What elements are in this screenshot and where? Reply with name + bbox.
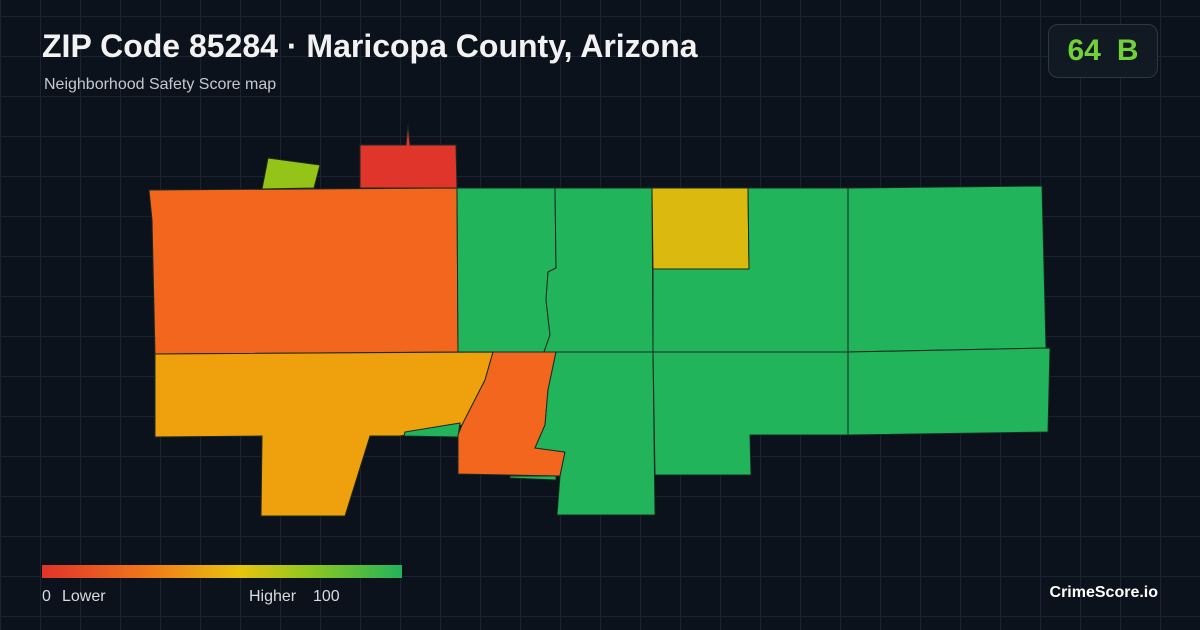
region bbox=[534, 351, 656, 516]
region bbox=[847, 347, 1051, 436]
region bbox=[261, 157, 321, 190]
score-badge: 64 B bbox=[1048, 24, 1158, 78]
region bbox=[509, 475, 557, 481]
region bbox=[543, 187, 654, 353]
region bbox=[148, 187, 459, 355]
region bbox=[359, 124, 458, 189]
region bbox=[456, 187, 557, 353]
score-value: 64 bbox=[1067, 34, 1101, 67]
legend-min: 0 bbox=[42, 588, 51, 605]
region bbox=[652, 351, 849, 476]
brand: CrimeScore.io bbox=[1049, 584, 1158, 601]
region bbox=[651, 187, 750, 270]
subtitle: Neighborhood Safety Score map bbox=[44, 76, 277, 93]
legend-gradient bbox=[42, 565, 402, 578]
score-grade: B bbox=[1116, 34, 1139, 67]
title: ZIP Code 85284 · Maricopa County, Arizon… bbox=[42, 28, 698, 64]
legend-min-label: Lower bbox=[62, 588, 106, 605]
region bbox=[847, 185, 1047, 353]
legend-max: 100 bbox=[313, 588, 340, 605]
legend-max-label: Higher bbox=[249, 588, 297, 605]
